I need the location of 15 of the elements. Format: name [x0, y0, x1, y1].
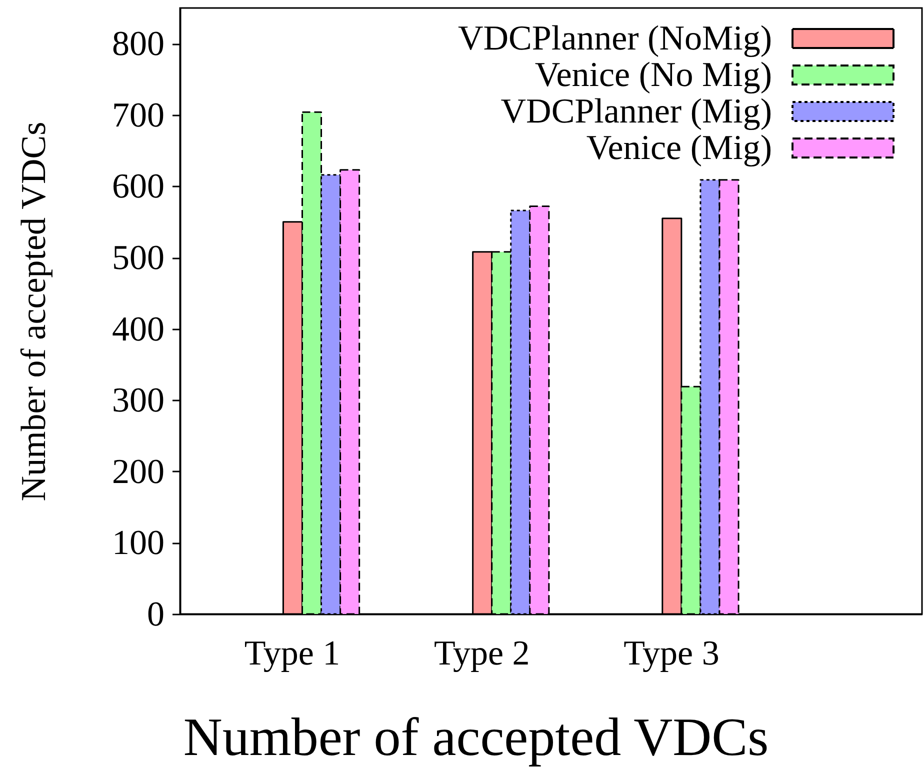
- x-tick-label: Type 3: [624, 634, 720, 672]
- y-tick-label: 100: [112, 523, 164, 562]
- y-tick-label: 700: [112, 95, 164, 134]
- y-tick-label: 800: [112, 24, 164, 64]
- x-tick-label: Type 1: [244, 634, 340, 672]
- x-tick-label: Type 2: [434, 634, 530, 672]
- y-tick-label: 300: [112, 380, 164, 420]
- y-axis-title: Number of accepted VDCs: [14, 122, 53, 502]
- y-tick-label: 400: [112, 309, 164, 348]
- y-tick-label: 200: [112, 452, 164, 491]
- text: Number of accepted VDCs: [183, 707, 769, 767]
- y-tick-label: 500: [112, 238, 164, 278]
- legend-label: VDCPlanner (NoMig): [458, 18, 772, 58]
- y-tick-label: 0: [147, 594, 164, 634]
- y-tick-label: 600: [112, 166, 164, 206]
